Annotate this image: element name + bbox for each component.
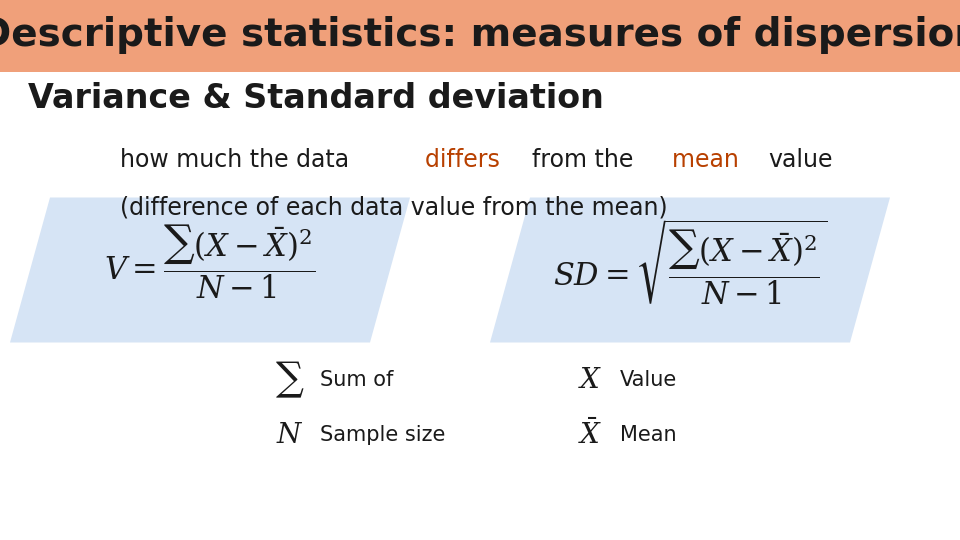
Text: $\mathit{V} = \dfrac{\sum \left(X - \bar{X}\right)^{2}}{N-1}$: $\mathit{V} = \dfrac{\sum \left(X - \bar… (105, 222, 316, 301)
Polygon shape (10, 198, 410, 342)
Text: mean: mean (672, 148, 747, 172)
Text: $N$: $N$ (276, 421, 303, 449)
Text: $\sum$: $\sum$ (276, 360, 304, 400)
Text: $X$: $X$ (578, 366, 602, 394)
Text: Descriptive statistics: measures of dispersion: Descriptive statistics: measures of disp… (0, 16, 960, 54)
Text: Value: Value (620, 370, 677, 390)
Text: $\mathit{SD} = \sqrt{\dfrac{\sum \left(X - \bar{X}\right)^{2}}{N-1}}$: $\mathit{SD} = \sqrt{\dfrac{\sum \left(X… (553, 217, 828, 307)
Text: Mean: Mean (620, 425, 677, 445)
Text: Sum of: Sum of (320, 370, 394, 390)
Text: value: value (768, 148, 832, 172)
Text: (difference of each data value from the mean): (difference of each data value from the … (120, 195, 667, 219)
Text: $\bar{X}$: $\bar{X}$ (578, 420, 602, 450)
Text: from the: from the (532, 148, 640, 172)
Text: Sample size: Sample size (320, 425, 445, 445)
Text: Variance & Standard deviation: Variance & Standard deviation (28, 82, 604, 114)
Text: differs: differs (425, 148, 508, 172)
Text: how much the data: how much the data (120, 148, 356, 172)
Polygon shape (490, 198, 890, 342)
Bar (0, 0, 960, 72)
